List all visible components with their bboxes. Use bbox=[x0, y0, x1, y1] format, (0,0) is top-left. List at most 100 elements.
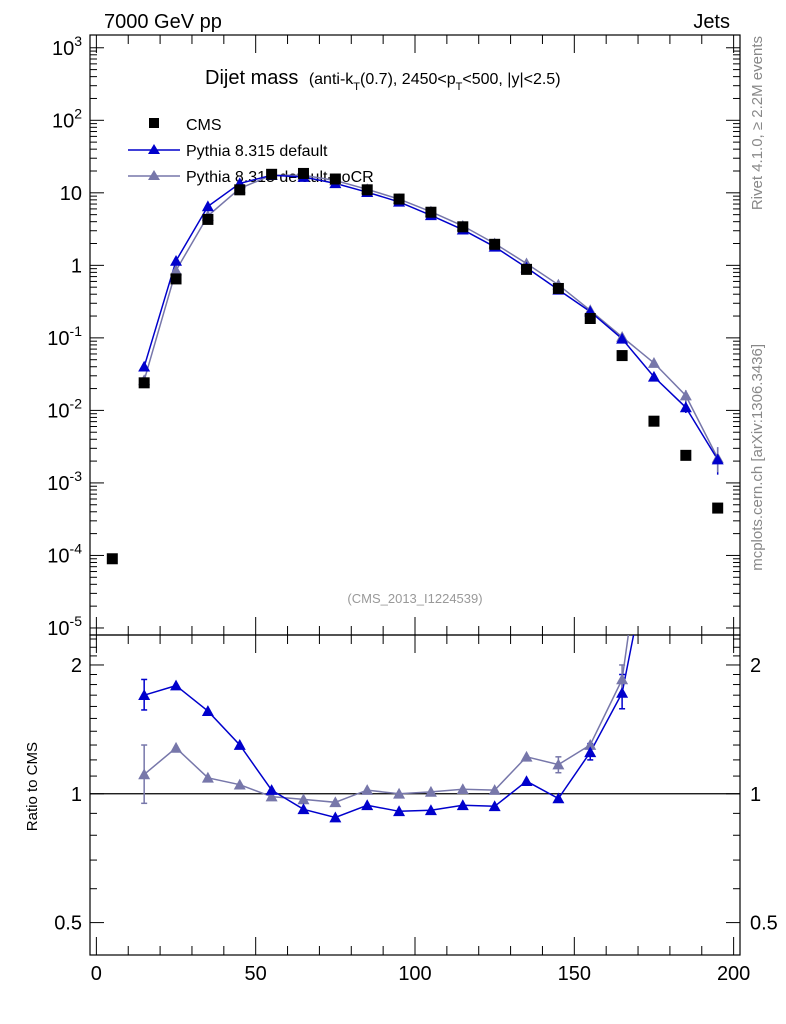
main-y-tick-label: 103 bbox=[52, 33, 82, 60]
main-point-mc bbox=[647, 357, 660, 368]
ratio-point bbox=[584, 746, 597, 758]
ratio-point bbox=[329, 796, 342, 808]
main-point-cms bbox=[234, 184, 246, 196]
main-y-tick-label: 1 bbox=[71, 255, 82, 277]
main-point-mc bbox=[170, 264, 183, 276]
main-point-cms bbox=[202, 213, 214, 225]
ratio-y-tick-label-right: 1 bbox=[750, 784, 761, 806]
main-y-tick-label: 102 bbox=[52, 105, 82, 132]
ratio-point bbox=[233, 739, 246, 750]
ratio-point bbox=[584, 739, 597, 750]
legend-marker-pythia-default bbox=[148, 144, 160, 154]
main-point-cms bbox=[457, 221, 469, 233]
ratio-y-tick-label-left: 2 bbox=[71, 655, 82, 677]
chart-subtitle-d: T bbox=[456, 81, 463, 93]
ratio-data bbox=[138, 635, 635, 823]
main-point-mc bbox=[711, 453, 724, 465]
main-point-mc bbox=[138, 360, 151, 372]
x-tick-label: 100 bbox=[398, 963, 431, 985]
header-left: 7000 GeV pp bbox=[104, 11, 222, 33]
main-point-cms bbox=[552, 282, 564, 294]
chart-title: Dijet mass (anti-kT(0.7), 2450<pT<500, |… bbox=[205, 67, 561, 93]
ratio-point bbox=[361, 784, 374, 795]
main-y-tick-label: 10-5 bbox=[47, 613, 82, 640]
main-y-tick-label: 10-4 bbox=[47, 540, 82, 567]
ratio-point bbox=[488, 800, 501, 812]
ratio-point bbox=[297, 793, 310, 805]
main-point-mc bbox=[679, 389, 692, 401]
ratio-point bbox=[616, 686, 629, 698]
main-point-cms bbox=[616, 350, 628, 362]
x-tick-label: 50 bbox=[245, 963, 267, 985]
main-point-mc bbox=[647, 370, 660, 382]
main-point-cms bbox=[138, 377, 150, 389]
ratio-point bbox=[520, 750, 533, 762]
ratio-point bbox=[170, 679, 183, 691]
ratio-y-tick-label-right: 0.5 bbox=[750, 913, 778, 935]
ratio-point bbox=[265, 790, 278, 802]
ratio-point bbox=[170, 741, 183, 753]
ratio-point bbox=[265, 784, 278, 795]
main-point-cms bbox=[489, 238, 501, 250]
ratio-frame bbox=[89, 634, 741, 956]
ratio-point bbox=[552, 758, 565, 770]
ratio-point bbox=[393, 787, 406, 799]
main-y-tick-label: 10-2 bbox=[47, 395, 82, 422]
main-point-cms bbox=[584, 312, 596, 324]
ratio-point bbox=[456, 783, 469, 794]
rivet-label: Rivet 4.1.0, ≥ 2.2M events bbox=[749, 36, 766, 210]
ratio-y-tick-label-left: 0.5 bbox=[54, 913, 82, 935]
ratio-series-line bbox=[143, 635, 635, 819]
main-point-cms bbox=[712, 502, 724, 514]
main-point-cms bbox=[170, 273, 182, 285]
ratio-point bbox=[456, 799, 469, 811]
x-tick-label: 150 bbox=[558, 963, 591, 985]
main-y-tick-label: 10-3 bbox=[47, 468, 82, 495]
ratio-point bbox=[138, 768, 151, 780]
ratio-point bbox=[138, 689, 151, 700]
legend-label-cms: CMS bbox=[186, 117, 222, 134]
mcplots-label: mcplots.cern.ch [arXiv:1306.3436] bbox=[749, 344, 766, 571]
main-point-cms bbox=[329, 173, 341, 185]
ratio-y-tick-label-left: 1 bbox=[71, 784, 82, 806]
x-tick-label: 200 bbox=[717, 963, 750, 985]
ratio-point bbox=[520, 775, 533, 787]
ratio-point bbox=[329, 811, 342, 823]
ratio-axis-ticks: 2 2 1 1 0.5 0.5 bbox=[54, 638, 778, 935]
main-point-cms bbox=[521, 263, 533, 275]
ratio-point bbox=[233, 778, 246, 790]
ratio-y-tick-label-right: 2 bbox=[750, 655, 761, 677]
main-point-mc bbox=[616, 332, 629, 344]
x-axis-ticks: 0 50 100 150 200 bbox=[91, 35, 750, 985]
ratio-point bbox=[552, 792, 565, 804]
ratio-point bbox=[393, 805, 406, 817]
main-y-tick-label: 10 bbox=[60, 183, 82, 205]
ratio-point bbox=[424, 785, 437, 797]
chart-subtitle-a: (anti-k bbox=[309, 71, 354, 88]
main-data bbox=[106, 167, 724, 565]
ratio-point bbox=[297, 803, 310, 815]
ratio-point bbox=[616, 673, 629, 685]
ratio-point bbox=[488, 784, 501, 795]
ratio-ylabel: Ratio to CMS bbox=[24, 742, 41, 831]
main-point-cms bbox=[361, 184, 373, 196]
chart-title-main: Dijet mass bbox=[205, 67, 298, 89]
ratio-point bbox=[201, 705, 214, 716]
ratio-point bbox=[201, 771, 214, 783]
main-point-cms bbox=[297, 167, 309, 179]
chart-subtitle-e: <500, |y|<2.5) bbox=[462, 71, 560, 88]
legend-marker-pythia-nocr bbox=[148, 170, 160, 180]
legend-label-pythia-default: Pythia 8.315 default bbox=[186, 143, 328, 160]
analysis-watermark: (CMS_2013_I1224539) bbox=[347, 591, 482, 606]
main-point-cms bbox=[648, 415, 660, 427]
main-point-mc bbox=[170, 254, 183, 266]
chart-subtitle-b: T bbox=[353, 81, 360, 93]
main-point-mc bbox=[201, 200, 214, 212]
ratio-point bbox=[424, 804, 437, 816]
legend-marker-cms bbox=[149, 118, 159, 128]
chart-subtitle-c: (0.7), 2450<p bbox=[360, 71, 456, 88]
main-point-mc bbox=[679, 401, 692, 413]
ratio-point bbox=[361, 799, 374, 811]
